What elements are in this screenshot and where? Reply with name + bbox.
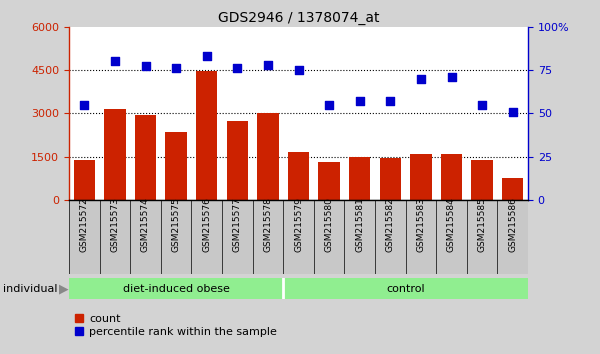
Bar xyxy=(441,154,462,200)
Point xyxy=(233,65,242,71)
Bar xyxy=(104,109,125,200)
Bar xyxy=(74,160,95,200)
Bar xyxy=(288,152,309,200)
Bar xyxy=(135,115,156,200)
Point xyxy=(110,58,120,64)
Bar xyxy=(69,278,283,299)
Bar xyxy=(349,156,370,200)
Point xyxy=(79,102,89,108)
Point xyxy=(386,98,395,104)
Bar xyxy=(227,120,248,200)
Point xyxy=(294,67,304,73)
Bar xyxy=(410,154,431,200)
Point xyxy=(508,109,517,114)
Text: individual: individual xyxy=(3,284,58,293)
Point xyxy=(172,65,181,71)
Bar xyxy=(257,113,278,200)
Point xyxy=(202,53,212,59)
Point xyxy=(140,64,150,69)
Point xyxy=(324,102,334,108)
Bar xyxy=(472,160,493,200)
Bar xyxy=(196,72,217,200)
Bar xyxy=(380,158,401,200)
Bar xyxy=(283,278,528,299)
Text: GDS2946 / 1378074_at: GDS2946 / 1378074_at xyxy=(218,11,379,25)
Point xyxy=(263,62,272,68)
Point xyxy=(416,76,426,81)
Bar xyxy=(166,132,187,200)
Text: ▶: ▶ xyxy=(59,282,68,295)
Bar xyxy=(319,162,340,200)
Point xyxy=(478,102,487,108)
Legend: count, percentile rank within the sample: count, percentile rank within the sample xyxy=(74,314,277,337)
Bar xyxy=(502,178,523,200)
Point xyxy=(446,74,457,80)
Point xyxy=(355,98,365,104)
Text: diet-induced obese: diet-induced obese xyxy=(122,284,230,293)
Text: control: control xyxy=(386,284,425,293)
